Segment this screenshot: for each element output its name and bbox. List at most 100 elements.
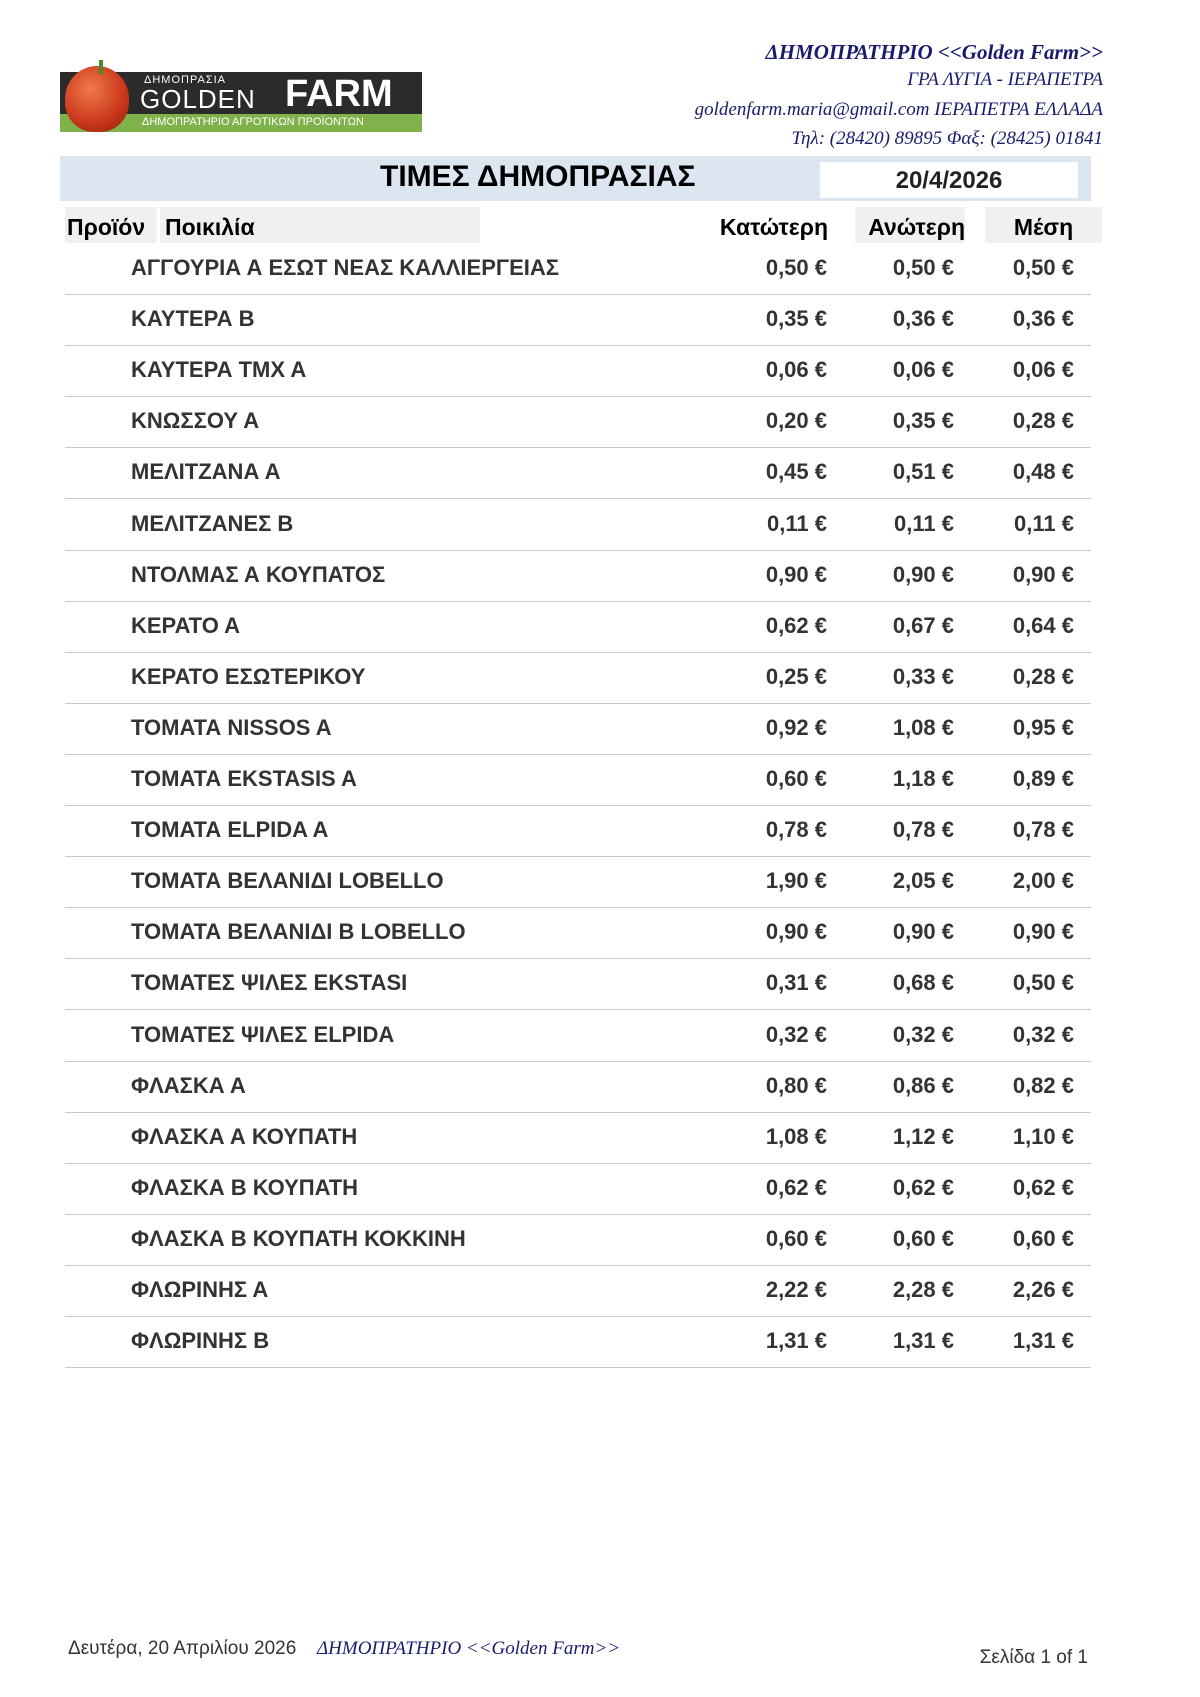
product-name: ΤΟΜΑΤΑ ELPIDA A <box>131 817 329 843</box>
price-high: 0,68 € <box>892 970 954 996</box>
price-high: 0,78 € <box>892 817 954 843</box>
price-avg: 0,48 € <box>1012 459 1074 485</box>
price-avg: 0,50 € <box>1012 255 1074 280</box>
table-row: ΤΟΜΑΤΕΣ ΨΙΛΕΣ ELPIDA 0,32 € 0,32 € 0,32 € <box>65 1010 1091 1062</box>
price-high: 0,86 € <box>892 1072 954 1098</box>
price-high: 0,67 € <box>892 612 954 638</box>
tomato-icon <box>65 60 129 132</box>
product-name: ΤΟΜΑΤΕΣ ΨΙΛΕΣ ELPIDA <box>131 1021 395 1047</box>
price-high: 1,18 € <box>892 766 954 791</box>
table-row: ΤΟΜΑΤΑ ΒΕΛΑΝΙΔΙ Β LOBELLO 0,90 € 0,90 € 0,9… <box>65 907 1091 960</box>
product-name: ΚΑΥΤΕΡΑ ΤΜΧ Α <box>131 357 307 383</box>
price-avg: 0,11 € <box>1014 510 1074 536</box>
table-row: ΤΟΜΑΤΑ ELPIDA A 0,78 € 0,78 € 0,78 € <box>65 805 1091 858</box>
price-avg: 0,78 € <box>1012 817 1074 843</box>
product-name: ΤΟΜΑΤΑ ΒΕΛΑΝΙΔΙ Β LOBELLO <box>131 919 466 945</box>
price-avg: 0,90 € <box>1012 561 1074 587</box>
price-low: 0,90 € <box>765 561 827 587</box>
product-name: ΜΕΛΙΤΖΑΝΕΣ Β <box>131 510 294 536</box>
footer-company: ΔΗΜΟΠΡΑΤΗΡΙΟ <<Golden Farm>> <box>317 1638 621 1659</box>
auction-date: 20/4/2026 <box>820 162 1078 198</box>
price-avg: 2,00 € <box>1012 868 1074 894</box>
price-low: 0,11 € <box>767 510 827 536</box>
price-high: 0,11 € <box>894 510 954 536</box>
price-low: 0,78 € <box>765 817 827 843</box>
table-row: ΚΑΥΤΕΡΑ ΤΜΧ Α 0,06 € 0,06 € 0,06 € <box>65 345 1091 398</box>
price-low: 0,35 € <box>765 306 827 332</box>
price-avg: 0,95 € <box>1012 714 1074 740</box>
logo-text: ΔΗΜΟΠΡΑΤΗΡΙΟ ΑΓΡΟΤΙΚΩΝ ΠΡΟΪΟΝΤΩΝ <box>142 116 364 128</box>
price-low: 0,45 € <box>765 459 827 485</box>
logo-text: ΔΗΜΟΠΡΑΣΙΑ <box>144 74 227 86</box>
price-low: 0,25 € <box>765 663 827 689</box>
price-high: 1,31 € <box>892 1328 954 1354</box>
price-avg: 1,31 € <box>1012 1328 1074 1354</box>
table-row: ΚΕΡΑΤΟ ΕΣΩΤΕΡΙΚΟΥ 0,25 € 0,33 € 0,28 € <box>65 652 1091 704</box>
price-high: 2,05 € <box>892 868 954 894</box>
product-name: ΤΟΜΑΤΑ NISSOS A <box>131 714 332 740</box>
golden-farm-logo: ΔΗΜΟΠΡΑΣΙΑ GOLDEN FARM ΔΗΜΟΠΡΑΤΗΡΙΟ ΑΓΡΟ… <box>60 60 422 132</box>
page-number: Σελίδα 1 of 1 <box>979 1647 1088 1668</box>
price-low: 0,50 € <box>765 255 827 280</box>
product-name: ΑΓΓΟΥΡΙΑ Α ΕΣΩΤ ΝΕΑΣ ΚΑΛΛΙΕΡΓΕΙΑΣ <box>131 255 559 280</box>
column-header-avg: Μέση <box>985 207 1102 243</box>
price-avg: 0,28 € <box>1012 408 1074 434</box>
company-address: ΓΡΑ ΛΥΓΙΑ - ΙΕΡΑΠΕΤΡΑ <box>907 69 1103 90</box>
table-row: ΦΛΑΣΚΑ Α 0,80 € 0,86 € 0,82 € <box>65 1061 1091 1113</box>
price-avg: 0,28 € <box>1012 663 1074 689</box>
price-avg: 0,62 € <box>1012 1174 1074 1200</box>
price-low: 0,06 € <box>765 357 827 383</box>
table-row: ΤΟΜΑΤΑ EKSTASIS A 0,60 € 1,18 € 0,89 € <box>65 754 1091 806</box>
price-low: 0,92 € <box>765 714 827 740</box>
price-low: 2,22 € <box>765 1277 827 1302</box>
price-low: 0,20 € <box>765 408 827 434</box>
product-name: ΦΛΑΣΚΑ Α <box>131 1072 246 1098</box>
price-high: 0,36 € <box>892 306 954 332</box>
price-low: 1,08 € <box>765 1123 827 1149</box>
table-row: ΜΕΛΙΤΖΑΝΑ Α 0,45 € 0,51 € 0,48 € <box>65 447 1091 500</box>
company-name: ΔΗΜΟΠΡΑΤΗΡΙΟ <<Golden Farm>> <box>765 40 1103 64</box>
table-row: ΦΛΑΣΚΑ Β ΚΟΥΠΑΤΗ ΚΟΚΚΙΝΗ 0,60 € 0,60 € 0,60… <box>65 1214 1091 1266</box>
price-high: 1,12 € <box>892 1123 954 1149</box>
price-high: 2,28 € <box>892 1277 954 1302</box>
product-name: ΦΛΑΣΚΑ Β ΚΟΥΠΑΤΗ <box>131 1174 359 1200</box>
product-name: ΦΛΑΣΚΑ Β ΚΟΥΠΑΤΗ ΚΟΚΚΙΝΗ <box>131 1225 466 1251</box>
price-low: 0,32 € <box>765 1021 827 1047</box>
table-row: ΤΟΜΑΤΑ NISSOS A 0,92 € 1,08 € 0,95 € <box>65 703 1091 755</box>
price-avg: 0,36 € <box>1012 306 1074 332</box>
price-high: 0,50 € <box>892 255 954 280</box>
price-high: 0,06 € <box>892 357 954 383</box>
price-low: 0,62 € <box>765 1174 827 1200</box>
price-low: 0,60 € <box>765 766 827 791</box>
price-high: 0,90 € <box>892 919 954 945</box>
price-low: 0,62 € <box>765 612 827 638</box>
price-avg: 0,06 € <box>1012 357 1074 383</box>
product-name: ΤΟΜΑΤΑ EKSTASIS A <box>131 766 357 791</box>
logo-text: FARM <box>285 73 393 115</box>
table-row: ΝΤΟΛΜΑΣ Α ΚΟΥΠΑΤΟΣ 0,90 € 0,90 € 0,90 € <box>65 550 1091 602</box>
price-avg: 1,10 € <box>1012 1123 1074 1149</box>
table-row: ΦΛΩΡΙΝΗΣ Β 1,31 € 1,31 € 1,31 € <box>65 1316 1091 1369</box>
column-header-variety: Ποικιλία <box>160 207 480 243</box>
table-row: ΚΑΥΤΕΡΑ Β 0,35 € 0,36 € 0,36 € <box>65 294 1091 347</box>
price-high: 0,51 € <box>892 459 954 485</box>
product-name: ΤΟΜΑΤΑ ΒΕΛΑΝΙΔΙ LOBELLO <box>131 868 444 894</box>
product-name: ΦΛΩΡΙΝΗΣ Β <box>131 1328 270 1354</box>
price-avg: 2,26 € <box>1012 1277 1074 1302</box>
price-high: 0,90 € <box>892 561 954 587</box>
column-header-high: Ανώτερη <box>855 207 965 243</box>
product-name: ΚΝΩΣΣΟΥ Α <box>131 408 260 434</box>
product-name: ΝΤΟΛΜΑΣ Α ΚΟΥΠΑΤΟΣ <box>131 561 386 587</box>
logo-text: GOLDEN <box>140 84 256 114</box>
price-low: 1,90 € <box>765 868 827 894</box>
column-header-low: Κατώτερη <box>698 207 828 243</box>
price-avg: 0,60 € <box>1012 1225 1074 1251</box>
product-name: ΚΑΥΤΕΡΑ Β <box>131 306 255 332</box>
price-high: 0,33 € <box>892 663 954 689</box>
price-high: 0,32 € <box>892 1021 954 1047</box>
company-phone: Τηλ: (28420) 89895 Φαξ: (28425) 01841 <box>791 128 1103 149</box>
table-row: ΦΛΑΣΚΑ Β ΚΟΥΠΑΤΗ 0,62 € 0,62 € 0,62 € <box>65 1163 1091 1215</box>
table-row: ΦΛΩΡΙΝΗΣ Α 2,22 € 2,28 € 2,26 € <box>65 1265 1091 1317</box>
price-avg: 0,50 € <box>1012 970 1074 996</box>
